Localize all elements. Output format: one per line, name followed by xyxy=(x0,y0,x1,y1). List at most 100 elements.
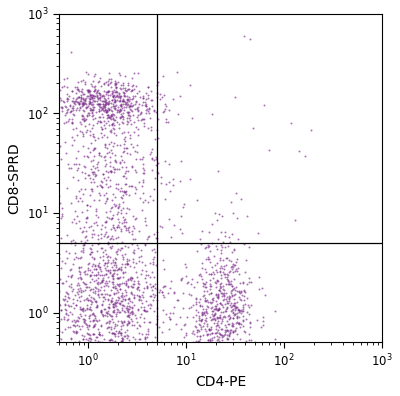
Point xyxy=(121,219,128,225)
Point xyxy=(100,103,106,110)
Point xyxy=(68,362,74,369)
Point xyxy=(76,105,83,111)
Point xyxy=(103,251,109,257)
Point xyxy=(199,381,206,388)
Point xyxy=(129,95,135,102)
Point xyxy=(105,82,111,88)
Point xyxy=(84,284,90,290)
Point xyxy=(87,132,93,139)
Point xyxy=(96,78,102,84)
Point xyxy=(105,274,112,280)
Point xyxy=(94,92,100,98)
Point xyxy=(242,268,248,275)
Point xyxy=(82,320,88,326)
Point xyxy=(70,355,76,362)
Point xyxy=(87,99,94,105)
Point xyxy=(218,280,224,286)
Point xyxy=(101,108,107,114)
Point xyxy=(159,94,166,100)
Point xyxy=(94,236,101,242)
Point xyxy=(109,92,116,99)
Point xyxy=(143,272,149,279)
Point xyxy=(66,267,73,273)
Point xyxy=(174,297,181,303)
Point xyxy=(107,183,113,189)
Point xyxy=(93,299,100,305)
Point xyxy=(101,118,107,125)
Point xyxy=(72,98,78,104)
Point xyxy=(90,104,96,110)
Point xyxy=(222,345,229,352)
Point xyxy=(102,102,109,109)
Point xyxy=(72,291,79,298)
Point xyxy=(96,91,103,98)
Point xyxy=(120,280,127,286)
Point xyxy=(222,324,229,331)
Point xyxy=(88,106,94,112)
Point xyxy=(111,331,118,337)
Point xyxy=(120,256,126,262)
Point xyxy=(124,318,131,324)
Point xyxy=(117,107,123,114)
Point xyxy=(240,279,246,285)
Point xyxy=(26,230,33,236)
Point xyxy=(91,98,98,105)
Point xyxy=(35,350,41,356)
Point xyxy=(119,261,125,267)
Point xyxy=(93,266,100,272)
Point xyxy=(81,269,88,275)
Point xyxy=(120,89,126,95)
Point xyxy=(86,354,92,360)
Point xyxy=(255,274,262,280)
Point xyxy=(143,298,150,304)
Point xyxy=(208,300,215,307)
Point xyxy=(60,357,66,364)
Point xyxy=(83,129,90,135)
Point xyxy=(99,111,105,118)
Point xyxy=(123,219,130,226)
Point xyxy=(118,226,124,232)
Point xyxy=(85,171,91,178)
Point xyxy=(124,93,130,99)
Point xyxy=(222,308,229,314)
Point xyxy=(109,204,116,211)
Point xyxy=(112,235,119,241)
Point xyxy=(145,301,151,308)
Point xyxy=(126,387,133,394)
Point xyxy=(197,302,203,308)
Point xyxy=(109,330,115,337)
Point xyxy=(116,282,122,289)
Point xyxy=(94,318,100,325)
Point xyxy=(240,286,247,293)
Point xyxy=(212,280,219,286)
Point xyxy=(128,103,134,109)
Point xyxy=(129,231,136,237)
Point xyxy=(116,201,122,208)
Point xyxy=(115,327,122,334)
Point xyxy=(114,224,121,230)
Point xyxy=(155,160,162,166)
Point xyxy=(170,310,176,316)
Point xyxy=(226,327,233,333)
Point xyxy=(115,209,121,215)
Point xyxy=(74,314,81,320)
Point xyxy=(77,195,84,201)
Point xyxy=(125,308,131,314)
Point xyxy=(60,75,67,82)
Point xyxy=(238,291,245,298)
Point xyxy=(222,314,228,320)
Point xyxy=(90,331,96,337)
Point xyxy=(142,335,148,341)
Point xyxy=(103,109,109,115)
Point xyxy=(105,88,111,94)
Point xyxy=(64,95,70,101)
Point xyxy=(96,90,102,96)
Point xyxy=(118,152,124,159)
Point xyxy=(84,297,91,303)
Point xyxy=(224,335,230,342)
Point xyxy=(228,290,234,296)
Point xyxy=(119,254,126,261)
Point xyxy=(230,309,236,315)
Point xyxy=(213,326,219,332)
Point xyxy=(232,328,238,334)
